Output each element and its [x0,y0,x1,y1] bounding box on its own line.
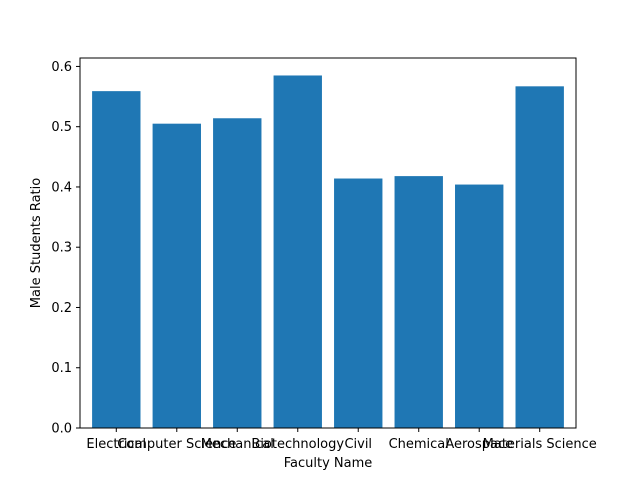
bar [152,123,201,429]
x-tick-label: Materials Science [483,437,597,452]
bar [92,91,141,428]
bar [515,86,564,428]
bar [455,184,504,428]
x-tick-label: Biotechnology [251,437,344,452]
x-tick-label: Electrical [86,437,146,452]
x-tick-label: Civil [344,437,372,452]
y-axis: 0.0 0.1 0.2 0.3 0.4 0.5 0.6 [51,60,80,437]
y-tick-label: 0.3 [51,241,72,256]
x-tick-label: Chemical [389,437,449,452]
bar [213,118,262,428]
x-tick-label: Aerospace [445,437,513,452]
x-axis-title: Faculty Name [284,456,373,471]
y-axis-title: Male Students Ratio [29,178,44,308]
y-tick-label: 0.2 [51,301,72,316]
bar [334,178,383,428]
bar [394,176,443,428]
plot-frame [79,57,577,429]
y-tick-label: 0.5 [51,120,72,135]
bar [273,75,322,428]
x-tick-label: Mechanical [201,437,274,452]
x-tick-label: Computer Science [117,437,236,452]
bars-layer [92,75,564,429]
y-tick-label: 0.4 [51,180,72,195]
y-tick-label: 0.0 [51,422,72,437]
y-tick-label: 0.6 [51,60,72,75]
y-tick-label: 0.1 [51,361,72,376]
